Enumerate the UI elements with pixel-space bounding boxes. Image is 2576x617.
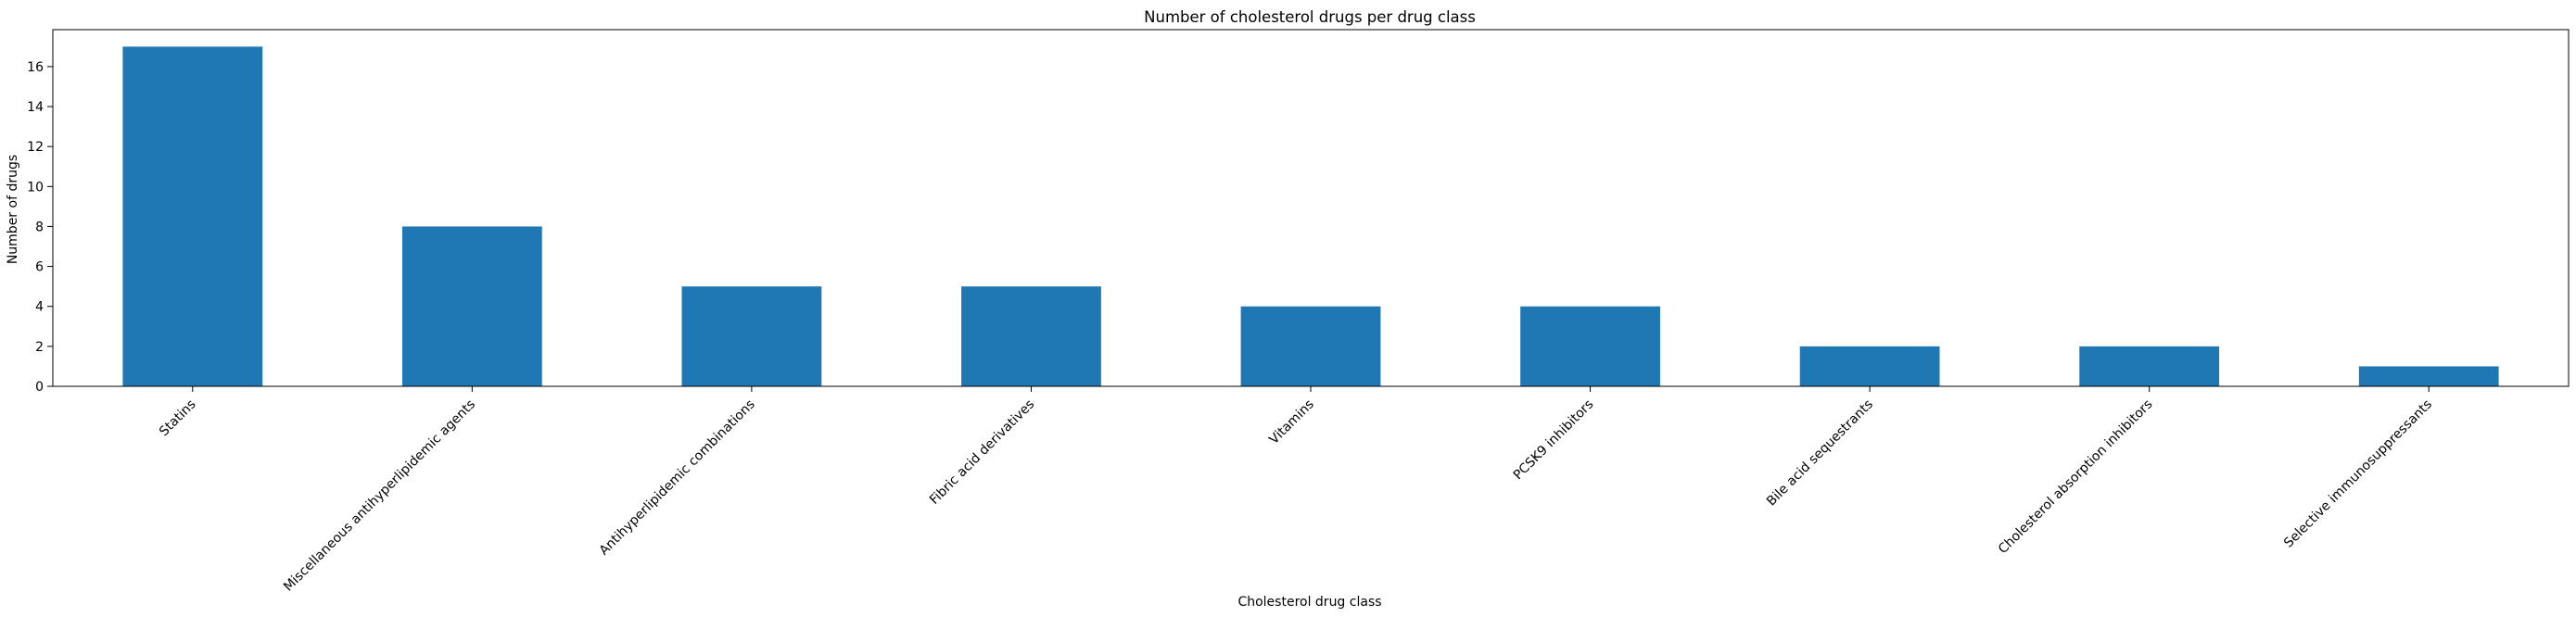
y-tick-label: 14 bbox=[27, 100, 44, 115]
bar bbox=[681, 286, 822, 386]
chart-title: Number of cholesterol drugs per drug cla… bbox=[1144, 8, 1476, 26]
bar bbox=[2079, 346, 2220, 386]
bar bbox=[2358, 366, 2499, 386]
y-tick-label: 16 bbox=[27, 60, 44, 75]
y-tick-label: 12 bbox=[27, 140, 44, 155]
bar bbox=[1799, 346, 1940, 386]
y-tick-label: 2 bbox=[35, 340, 44, 355]
bar bbox=[1240, 306, 1381, 386]
y-tick-label: 4 bbox=[35, 300, 44, 315]
x-axis-label: Cholesterol drug class bbox=[1237, 595, 1381, 610]
y-tick-label: 0 bbox=[35, 380, 44, 395]
y-tick-label: 10 bbox=[27, 180, 44, 195]
y-tick-label: 8 bbox=[35, 220, 44, 234]
bar bbox=[401, 226, 542, 386]
y-tick-label: 6 bbox=[35, 260, 44, 275]
bar bbox=[122, 46, 263, 386]
bar bbox=[961, 286, 1101, 386]
bar bbox=[1520, 306, 1660, 386]
y-axis-label: Number of drugs bbox=[6, 155, 20, 264]
axes-frame bbox=[52, 29, 2570, 387]
